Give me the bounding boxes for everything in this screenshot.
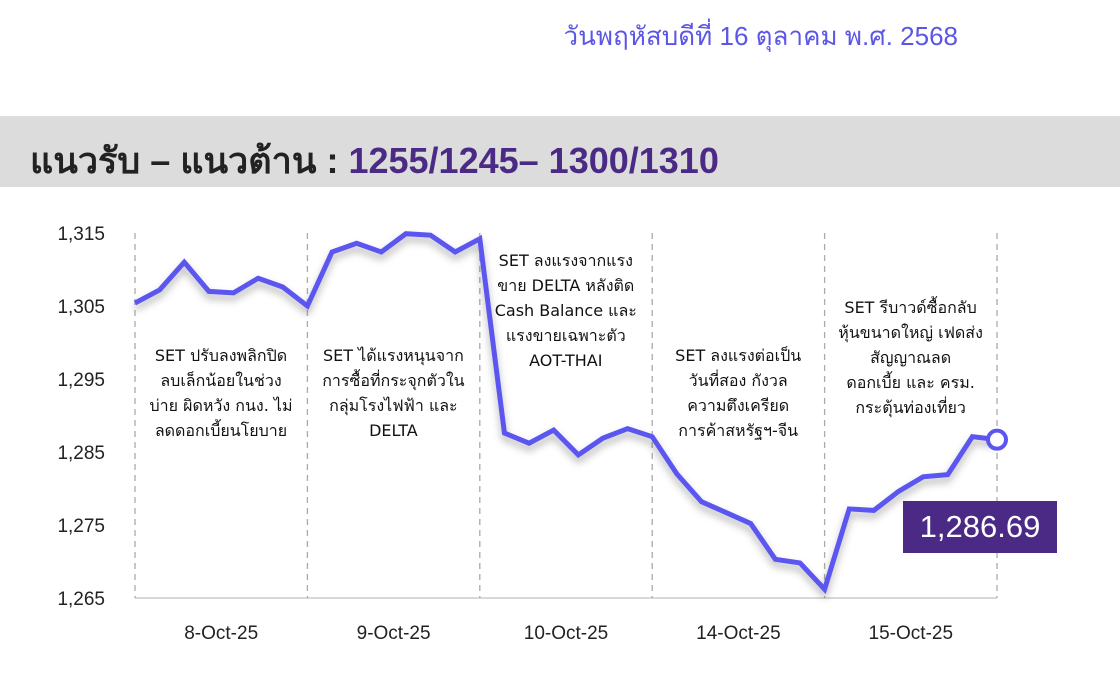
x-tick-label: 9-Oct-25 bbox=[357, 623, 431, 644]
annotation-note: SET ลงแรงต่อเป็น วันที่สอง กังวล ความตึงเค… bbox=[675, 346, 802, 440]
y-tick-label: 1,315 bbox=[57, 224, 105, 245]
support-resistance-values: 1255/1245– 1300/1310 bbox=[348, 140, 719, 181]
annotation-note: SET ลงแรงจากแรง ขาย DELTA หลังติด Cash Bal… bbox=[494, 251, 637, 370]
title-label: แนวรับ – แนวต้าน : bbox=[30, 140, 349, 181]
x-tick-label: 8-Oct-25 bbox=[184, 623, 258, 644]
y-tick-label: 1,295 bbox=[57, 370, 105, 391]
y-tick-label: 1,275 bbox=[57, 516, 105, 537]
annotation-note: SET รีบาวด์ซื้อกลับ หุ้นขนาดใหญ่ เฟดส่ง สั… bbox=[838, 298, 983, 417]
y-tick-label: 1,285 bbox=[57, 443, 105, 464]
x-tick-label: 15-Oct-25 bbox=[869, 623, 953, 644]
x-tick-label: 10-Oct-25 bbox=[524, 623, 608, 644]
page-title: แนวรับ – แนวต้าน : 1255/1245– 1300/1310 bbox=[30, 132, 719, 189]
title-band bbox=[0, 116, 1120, 187]
y-tick-label: 1,305 bbox=[57, 297, 105, 318]
x-tick-label: 14-Oct-25 bbox=[696, 623, 780, 644]
annotation-note: SET ได้แรงหนุนจาก การซื้อที่กระจุกตัวใน กล… bbox=[322, 346, 465, 440]
report-date: วันพฤหัสบดีที่ 16 ตุลาคม พ.ศ. 2568 bbox=[563, 21, 958, 51]
series-line bbox=[133, 231, 998, 595]
annotation-note: SET ปรับลงพลิกปิด ลบเล็กน้อยในช่วง บ่าย ผิ… bbox=[149, 346, 293, 440]
y-tick-label: 1,265 bbox=[57, 589, 105, 610]
last-value-label: 1,286.69 bbox=[903, 501, 1057, 553]
last-point-marker bbox=[986, 428, 1008, 451]
